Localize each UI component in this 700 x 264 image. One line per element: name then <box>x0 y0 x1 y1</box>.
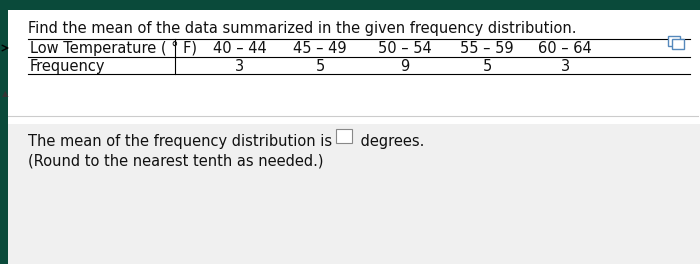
Bar <box>0 0 8 264</box>
Text: The mean of the frequency distribution is: The mean of the frequency distribution i… <box>28 134 332 149</box>
Text: 3: 3 <box>235 59 244 74</box>
Text: Low Temperature ( ° F): Low Temperature ( ° F) <box>30 41 197 56</box>
Text: Find the mean of the data summarized in the given frequency distribution.: Find the mean of the data summarized in … <box>28 21 577 36</box>
Text: 60 – 64: 60 – 64 <box>538 41 592 56</box>
Bar <box>668 36 680 46</box>
Bar <box>0 0 700 10</box>
Text: 50 – 54: 50 – 54 <box>378 41 432 56</box>
Bar <box>672 39 684 49</box>
Text: 3: 3 <box>561 59 570 74</box>
Text: 9: 9 <box>400 59 410 74</box>
Text: 40 – 44: 40 – 44 <box>213 41 267 56</box>
Text: Frequency: Frequency <box>30 59 106 74</box>
Text: ▲: ▲ <box>1 89 8 98</box>
Text: 5: 5 <box>482 59 491 74</box>
Text: 5: 5 <box>316 59 325 74</box>
Text: (Round to the nearest tenth as needed.): (Round to the nearest tenth as needed.) <box>28 154 323 169</box>
Bar <box>336 129 352 143</box>
Text: 45 – 49: 45 – 49 <box>293 41 346 56</box>
Bar <box>8 124 700 264</box>
Text: degrees.: degrees. <box>356 134 424 149</box>
Text: 55 – 59: 55 – 59 <box>460 41 514 56</box>
